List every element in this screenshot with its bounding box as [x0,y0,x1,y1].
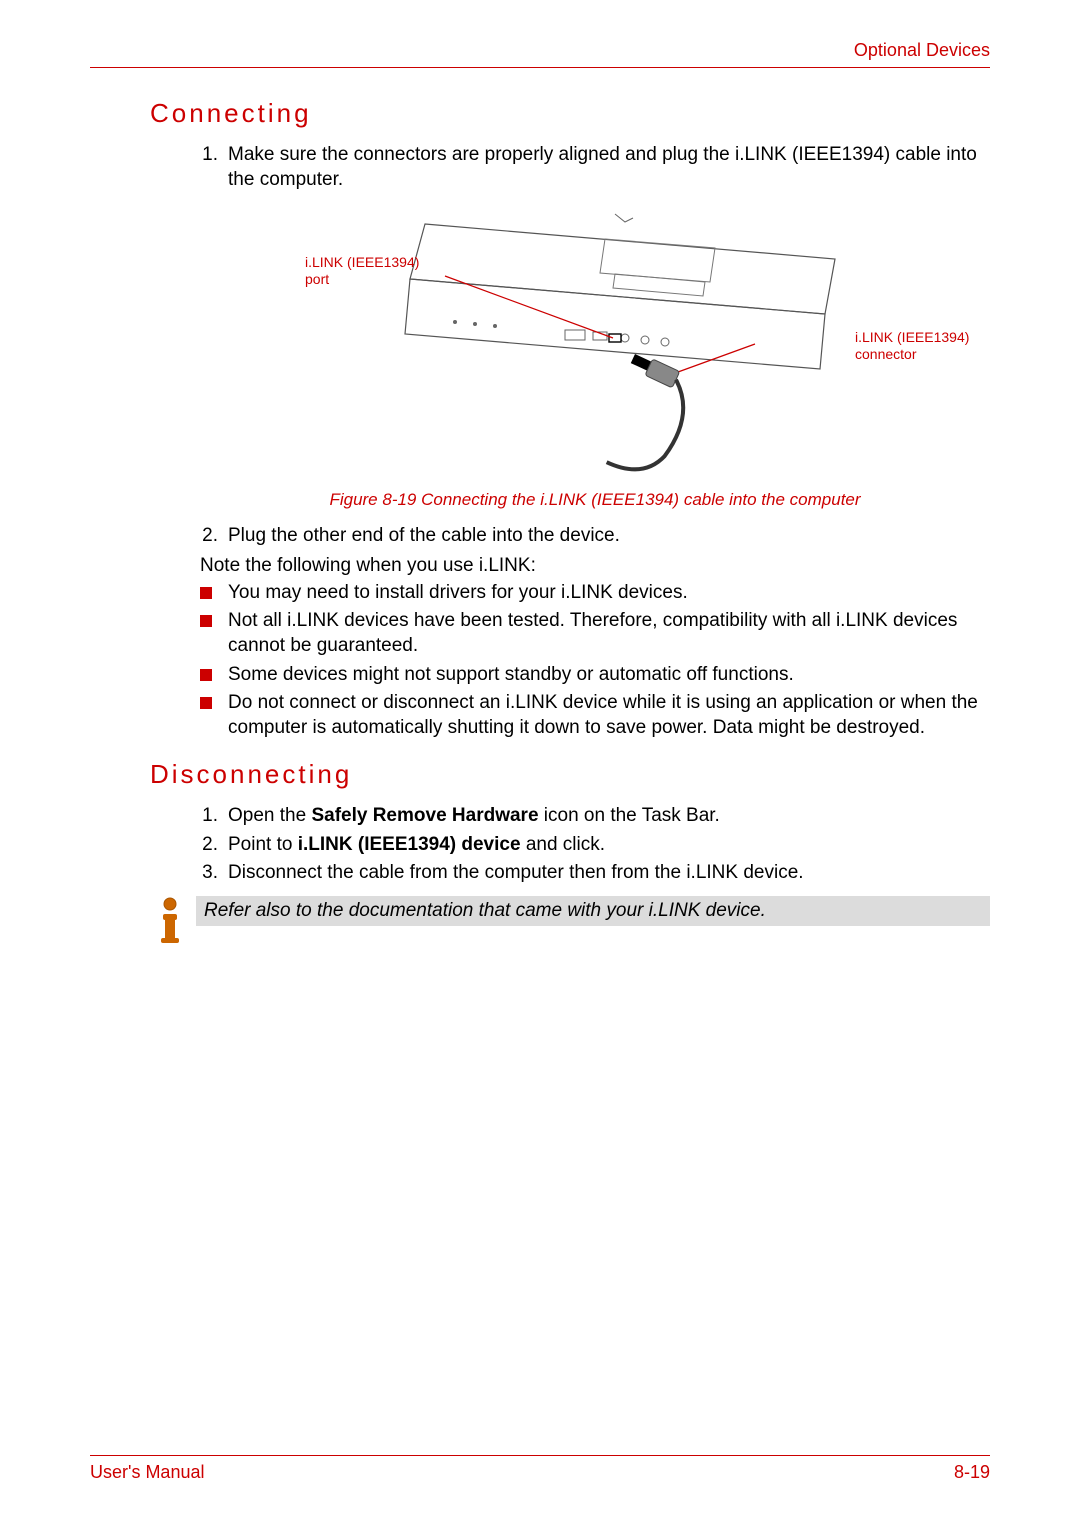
text-fragment: icon on the Task Bar. [539,805,720,826]
header-section-title: Optional Devices [854,40,990,60]
info-icon [150,896,196,949]
list-item: Do not connect or disconnect an i.LINK d… [200,691,990,740]
heading-connecting: Connecting [150,98,990,129]
bullet-square-icon [200,663,228,688]
bullet-text: You may need to install drivers for your… [228,581,990,606]
list-item: You may need to install drivers for your… [200,581,990,606]
list-item: Not all i.LINK devices have been tested.… [200,609,990,658]
step-text: Plug the other end of the cable into the… [228,524,990,549]
text-fragment: and click. [521,834,605,855]
step-number: 3. [200,861,228,886]
list-item: 1. Open the Safely Remove Hardware icon … [200,804,990,829]
connecting-content: 1. Make sure the connectors are properly… [200,143,990,741]
page-footer: User's Manual 8-19 [90,1455,990,1483]
page-header: Optional Devices [90,40,990,68]
list-item: 3. Disconnect the cable from the compute… [200,861,990,886]
bullet-text: Not all i.LINK devices have been tested.… [228,609,990,658]
step-number: 2. [200,833,228,858]
list-item: 2. Plug the other end of the cable into … [200,524,990,549]
text-bold: Safely Remove Hardware [311,805,538,826]
page: Optional Devices Connecting 1. Make sure… [0,0,1080,1529]
footer-left: User's Manual [90,1462,204,1483]
bullet-square-icon [200,581,228,606]
bullet-text: Some devices might not support standby o… [228,663,990,688]
step-number: 2. [200,524,228,549]
step-text: Open the Safely Remove Hardware icon on … [228,804,990,829]
text-bold: i.LINK (IEEE1394) device [298,834,521,855]
note-text: Refer also to the documentation that cam… [196,896,990,926]
text-fragment: Open the [228,805,311,826]
text-fragment: Point to [228,834,298,855]
step-number: 1. [200,804,228,829]
laptop-port-diagram-icon [315,204,875,484]
list-item: 1. Make sure the connectors are properly… [200,143,990,192]
step-text: Point to i.LINK (IEEE1394) device and cl… [228,833,990,858]
callout-port: i.LINK (IEEE1394) port [305,254,445,288]
note-intro: Note the following when you use i.LINK: [200,553,990,579]
callout-connector: i.LINK (IEEE1394) connector [855,329,995,363]
figure-illustration: i.LINK (IEEE1394) port i.LINK (IEEE1394)… [315,204,875,484]
heading-disconnecting: Disconnecting [150,759,990,790]
info-note: Refer also to the documentation that cam… [150,896,990,949]
figure-caption: Figure 8-19 Connecting the i.LINK (IEEE1… [200,490,990,510]
figure: i.LINK (IEEE1394) port i.LINK (IEEE1394)… [200,204,990,510]
list-item: 2. Point to i.LINK (IEEE1394) device and… [200,833,990,858]
step-number: 1. [200,143,228,192]
bullet-square-icon [200,609,228,658]
bullet-square-icon [200,691,228,740]
bullet-text: Do not connect or disconnect an i.LINK d… [228,691,990,740]
list-item: Some devices might not support standby o… [200,663,990,688]
footer-page-number: 8-19 [954,1462,990,1483]
step-text: Disconnect the cable from the computer t… [228,861,990,886]
disconnecting-content: 1. Open the Safely Remove Hardware icon … [200,804,990,886]
step-text: Make sure the connectors are properly al… [228,143,990,192]
